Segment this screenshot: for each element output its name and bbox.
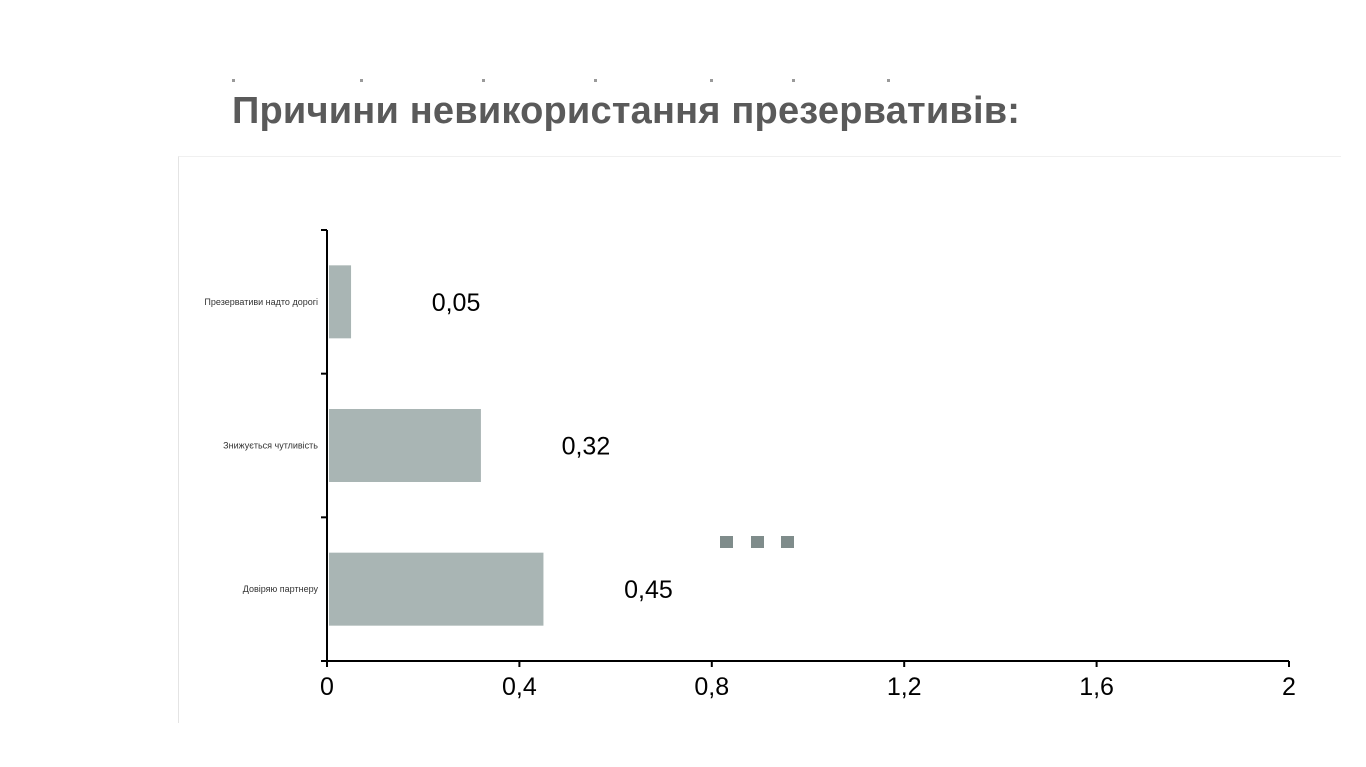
category-label-2: Знижується чутливість [223, 441, 318, 451]
page-title: Причини невикористання презервативів: [232, 90, 1021, 132]
data-label-2: 0,32 [562, 433, 611, 461]
marker-square-1 [720, 536, 733, 548]
x-tick-label-1: 0,4 [502, 673, 537, 701]
data-label-1: 0,05 [432, 289, 481, 317]
bar-2 [329, 409, 481, 482]
x-tick-label-0: 0 [320, 673, 334, 701]
bar-3 [329, 552, 544, 626]
marker-square-3 [781, 536, 794, 548]
x-tick-label-3: 1,2 [887, 673, 922, 701]
data-label-3: 0,45 [624, 576, 673, 604]
category-label-1: Презервативи надто дорогі [204, 297, 318, 307]
x-tick-label-5: 2 [1282, 673, 1296, 701]
category-label-3: Довіряю партнеру [243, 584, 319, 594]
bar-1 [329, 265, 352, 339]
top-decorative-marks [232, 79, 892, 83]
chart-panel [178, 156, 1341, 723]
x-tick-label-4: 1,6 [1079, 673, 1114, 701]
marker-square-2 [751, 536, 764, 548]
x-tick-label-2: 0,8 [694, 673, 729, 701]
